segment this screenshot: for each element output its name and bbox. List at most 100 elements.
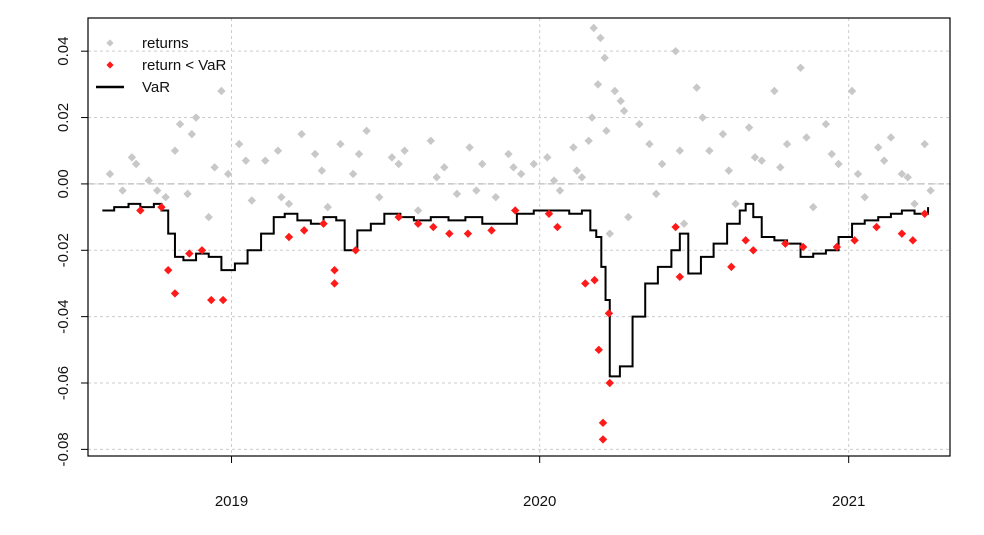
return-point <box>105 169 115 179</box>
breach-point <box>727 262 736 272</box>
x-tick-label: 2020 <box>523 493 556 510</box>
breach-point <box>798 242 808 252</box>
return-point <box>555 186 565 195</box>
grid-layer <box>88 18 950 456</box>
return-point <box>234 139 244 149</box>
return-point <box>247 196 256 205</box>
return-point <box>827 149 837 159</box>
breach-point <box>671 222 680 232</box>
breach-point <box>413 219 423 228</box>
return-point <box>657 159 667 169</box>
return-point <box>584 136 593 145</box>
breach-series <box>136 202 929 444</box>
breach-point <box>185 249 194 258</box>
breach-point <box>319 219 328 228</box>
axes-layer: 0.04 0.02 0.00 -0.02 -0.04 -0.06 -0.08 2019 2020… <box>55 37 865 510</box>
legend-item: returns <box>106 35 189 52</box>
return-point <box>472 186 481 195</box>
return-point <box>718 129 728 139</box>
legend-label: returns <box>142 35 189 52</box>
breach-point <box>164 265 173 275</box>
breach-point <box>544 209 554 218</box>
return-point <box>549 176 559 185</box>
breach-point <box>553 222 562 232</box>
return-point <box>348 169 358 179</box>
breach-point <box>487 226 496 235</box>
return-point <box>394 159 403 169</box>
return-point <box>593 80 603 89</box>
return-point <box>183 189 192 199</box>
return-point <box>698 113 707 122</box>
y-tick-label: -0.08 <box>55 432 72 466</box>
return-point <box>602 126 611 136</box>
return-point <box>750 153 760 162</box>
breach-point <box>218 295 228 305</box>
return-point <box>284 199 294 209</box>
breach-point <box>590 275 599 285</box>
returns-series <box>105 23 935 238</box>
return-point <box>241 156 251 165</box>
breach-point <box>394 212 403 222</box>
return-point <box>217 86 226 96</box>
return-point <box>587 113 597 122</box>
breach-point <box>429 222 438 232</box>
return-point <box>903 173 912 182</box>
breach-point <box>850 236 859 245</box>
legend-item: return < VaR <box>106 57 227 74</box>
breach-point <box>170 289 180 298</box>
breach-point <box>157 202 166 212</box>
return-point <box>897 169 907 179</box>
return-point <box>724 166 734 175</box>
return-point <box>651 189 661 199</box>
breach-point <box>872 222 881 232</box>
return-point <box>452 189 462 199</box>
return-point <box>874 143 883 152</box>
return-point <box>297 129 306 139</box>
return-point <box>802 133 811 142</box>
return-point <box>400 146 409 155</box>
return-point <box>569 143 578 152</box>
return-point <box>375 192 384 202</box>
return-point <box>336 139 345 149</box>
return-point <box>926 186 935 195</box>
breach-point <box>463 229 473 238</box>
breach-point <box>832 242 842 252</box>
return-point <box>413 206 423 215</box>
return-point <box>504 149 513 159</box>
breach-point <box>284 232 294 242</box>
return-point <box>161 192 170 202</box>
x-tick-label: 2021 <box>832 493 865 510</box>
return-point <box>705 146 714 155</box>
legend: returns return < VaR VaR <box>96 35 227 96</box>
x-tick-label: 2019 <box>215 493 248 510</box>
breach-point <box>749 246 758 255</box>
return-point <box>757 156 766 165</box>
breach-point <box>351 246 360 255</box>
return-point <box>543 153 552 162</box>
return-point <box>387 153 397 162</box>
breach-point <box>207 295 216 305</box>
y-tick-label: -0.02 <box>55 233 72 267</box>
return-point <box>426 136 435 145</box>
y-tick-label: 0.02 <box>55 103 72 132</box>
legend-diamond-marker <box>106 61 114 69</box>
legend-label: return < VaR <box>142 57 227 74</box>
return-point <box>879 156 889 165</box>
return-point <box>323 202 332 212</box>
breach-point <box>511 206 520 215</box>
return-point <box>596 33 605 43</box>
return-point <box>509 163 518 172</box>
breach-point <box>604 309 614 318</box>
return-point <box>191 113 201 122</box>
return-point <box>744 123 754 132</box>
return-point <box>600 53 609 63</box>
breach-point <box>920 209 929 218</box>
legend-diamond-marker <box>106 39 114 47</box>
return-point <box>645 139 654 149</box>
return-point <box>131 159 141 169</box>
return-point <box>491 192 500 202</box>
return-point <box>886 133 896 142</box>
breach-point <box>330 279 339 288</box>
